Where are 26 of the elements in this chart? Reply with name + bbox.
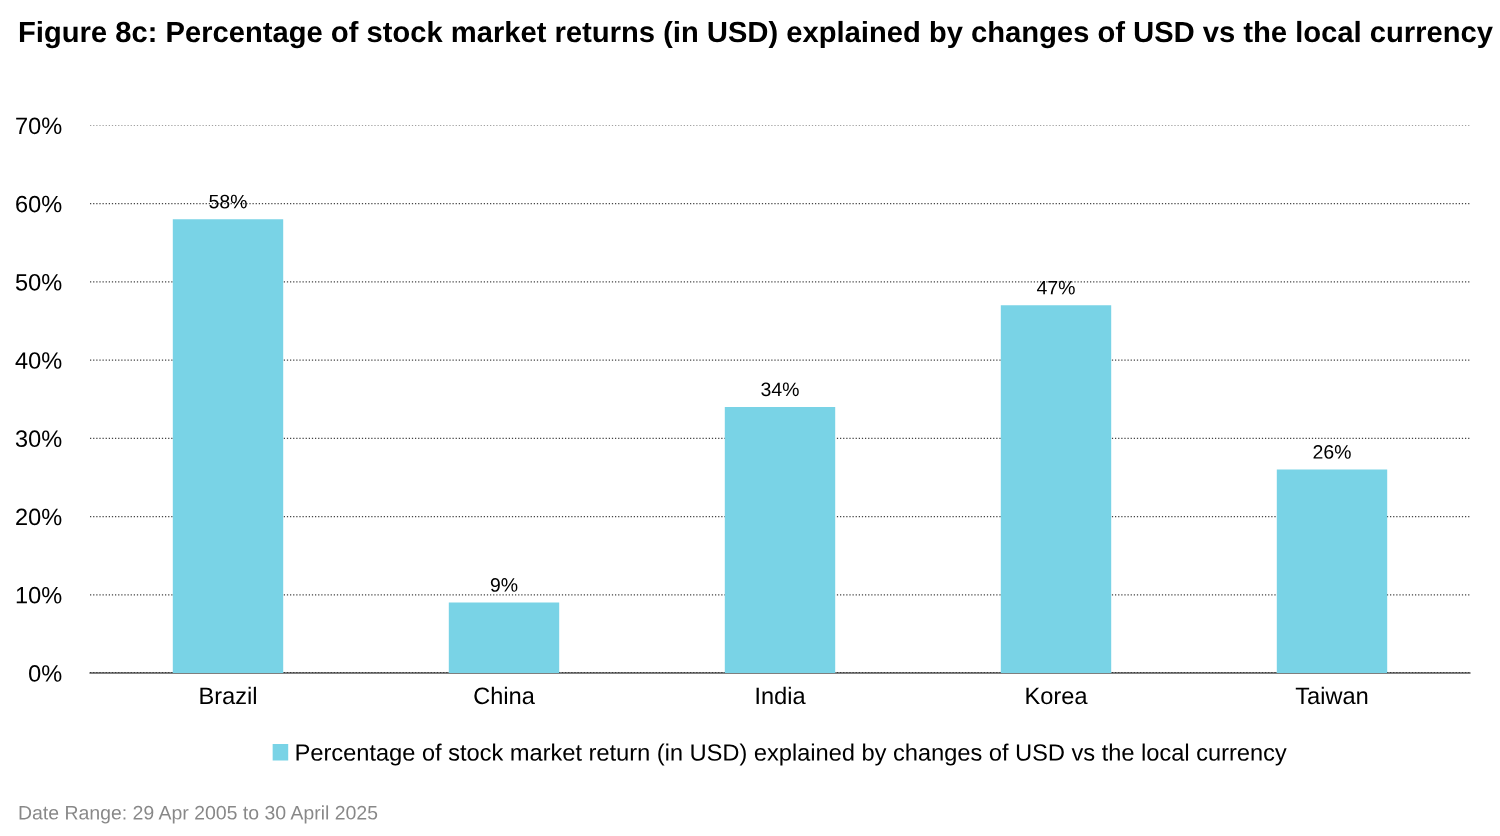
data-label: 34%: [761, 382, 799, 397]
y-tick-label: 60%: [16, 195, 62, 213]
y-tick-label: 40%: [15, 352, 62, 369]
bar: [1000, 305, 1112, 673]
data-label: 9%: [490, 578, 518, 592]
x-tick-label: Korea: [1026, 687, 1088, 705]
y-tick-label: 70%: [16, 117, 62, 135]
y-tick-label: 10%: [16, 586, 62, 604]
y-tick-label: 0%: [29, 665, 62, 682]
y-tick-label: 20%: [16, 508, 62, 526]
x-tick-label: Taiwan: [1295, 686, 1368, 705]
x-tick-label: India: [756, 686, 806, 705]
data-label: 47%: [1036, 280, 1075, 295]
chart-title: Figure 8c: Percentage of stock market returns (in USD) explained by changes of USD vs the local currency: [19, 20, 1493, 49]
data-label: 58%: [209, 194, 247, 209]
bar: [724, 407, 836, 673]
bar: [172, 219, 284, 673]
bar: [448, 602, 560, 673]
data-label: 26%: [1313, 445, 1351, 459]
y-tick-label: 50%: [15, 273, 62, 291]
legend-label: Percentage of stock market return (in USD) explained by changes of USD vs the local currency: [296, 743, 1287, 766]
x-tick-label: China: [474, 686, 535, 705]
text: Date Range: 29 Apr 2005 to 30 April 2025: [19, 805, 378, 824]
bar: [1276, 469, 1388, 673]
y-tick-label: 30%: [15, 430, 62, 448]
x-tick-label: Brazil: [200, 686, 256, 705]
